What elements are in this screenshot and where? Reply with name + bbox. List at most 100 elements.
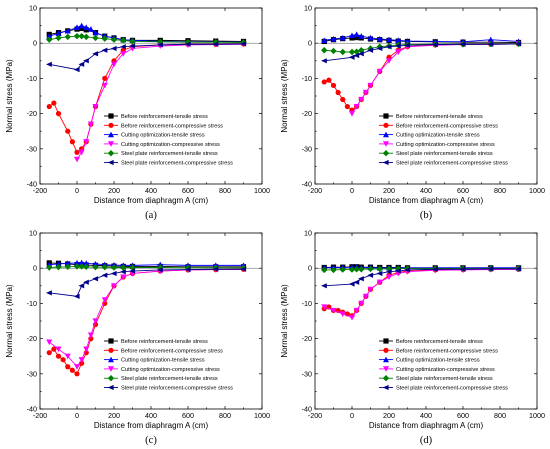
- data-point: [330, 35, 337, 42]
- data-point: [395, 43, 401, 49]
- data-point: [358, 300, 365, 307]
- data-point: [69, 367, 75, 373]
- data-point: [83, 260, 90, 266]
- series-triangle-left: [46, 41, 247, 73]
- data-point: [83, 58, 89, 64]
- data-point: [385, 44, 392, 50]
- data-point: [74, 364, 80, 370]
- data-point: [353, 103, 360, 110]
- legend-entry: Before reinforcement-tensile stress: [121, 114, 208, 120]
- series-triangle-down: [321, 266, 522, 321]
- x-tick-label: 1000: [529, 411, 545, 420]
- data-point: [74, 156, 80, 163]
- data-point: [92, 34, 99, 42]
- series-line: [324, 268, 519, 319]
- legend-marker: [107, 150, 115, 157]
- data-point: [101, 297, 108, 303]
- chart-svg: -200 0 200 400 600 800 1000 10 0 -10 -20 -30 -40 Dist…: [280, 4, 545, 222]
- data-point: [46, 339, 53, 346]
- data-point: [212, 38, 219, 46]
- x-tick-label: 0: [350, 186, 354, 195]
- y-tick-label: -30: [302, 144, 312, 153]
- x-tick-label: 0: [75, 186, 79, 195]
- data-point: [321, 266, 328, 274]
- data-point: [74, 24, 80, 30]
- legend-marker: [107, 375, 115, 382]
- panel-label: (d): [420, 435, 433, 446]
- legend-marker: [383, 113, 389, 119]
- data-point: [55, 353, 62, 359]
- legend-entry: Steel plate reinforcement-compressive st…: [396, 161, 508, 167]
- data-point: [46, 36, 53, 43]
- legend: Before reinforcement-tensile stress Befor…: [379, 338, 508, 392]
- data-point: [78, 32, 85, 40]
- data-point: [349, 32, 355, 39]
- data-point: [101, 47, 108, 53]
- data-point: [335, 89, 341, 96]
- x-tick-label: 800: [494, 411, 506, 420]
- x-tick-label: 400: [420, 411, 432, 420]
- data-point: [240, 41, 247, 47]
- data-point: [376, 279, 383, 286]
- y-tick-label: 10: [29, 4, 37, 13]
- data-point: [459, 266, 466, 272]
- data-point: [101, 35, 108, 42]
- data-point: [385, 265, 393, 273]
- data-point: [74, 149, 80, 155]
- chart-panel-c: -200 0 200 400 600 800 1000 10 0 -10 -20 -30 -40 Dist…: [0, 225, 275, 449]
- data-point: [376, 45, 383, 52]
- data-point: [110, 36, 118, 43]
- data-point: [395, 37, 402, 43]
- x-tick-label: 200: [108, 186, 120, 195]
- data-point: [404, 38, 411, 44]
- data-point: [73, 263, 81, 270]
- legend-entry: Steel plate reinforcement-compressive st…: [121, 161, 233, 167]
- x-tick-label: 800: [219, 411, 231, 420]
- data-point: [353, 266, 360, 273]
- data-point: [330, 307, 337, 314]
- data-point: [46, 350, 52, 356]
- data-point: [367, 34, 374, 41]
- data-point: [321, 47, 328, 54]
- data-point: [367, 286, 374, 293]
- y-tick-label: 0: [33, 39, 37, 48]
- legend-marker: [383, 122, 389, 128]
- series-triangle-left: [321, 41, 522, 64]
- y-axis-title: Normal stress (MPa): [5, 59, 14, 133]
- y-tick-label: 10: [29, 229, 37, 238]
- data-point: [129, 43, 136, 49]
- x-axis-title: Distance from diaphragm A (cm): [94, 421, 209, 430]
- data-point: [55, 30, 62, 36]
- series-diamond: [46, 263, 247, 272]
- data-point: [321, 37, 328, 43]
- data-point: [353, 52, 360, 59]
- data-point: [321, 304, 328, 310]
- x-tick-label: 400: [145, 186, 157, 195]
- data-point: [348, 281, 355, 287]
- legend-entry: Before reinforcement-compressive stress: [121, 348, 223, 354]
- legend-entry: Cutting optimization-tensile stress: [396, 358, 480, 364]
- data-point: [120, 269, 126, 275]
- data-point: [92, 263, 99, 271]
- x-tick-label: -200: [33, 411, 47, 420]
- legend-marker: [107, 384, 114, 391]
- data-point: [348, 54, 355, 60]
- data-point: [339, 266, 346, 273]
- data-point: [64, 353, 71, 360]
- data-point: [110, 264, 118, 271]
- series-line: [49, 268, 244, 297]
- data-point: [353, 307, 360, 314]
- y-axis-title: Normal stress (MPa): [280, 59, 289, 133]
- legend-marker: [382, 159, 389, 166]
- x-tick-label: 1000: [529, 186, 545, 195]
- series-diamond: [321, 265, 522, 274]
- x-tick-label: 600: [182, 186, 194, 195]
- legend-marker: [383, 141, 389, 147]
- y-tick-label: -40: [302, 180, 312, 189]
- data-point: [376, 68, 383, 75]
- data-point: [212, 41, 219, 47]
- data-point: [184, 267, 191, 273]
- data-point: [349, 314, 355, 321]
- data-point: [326, 77, 332, 83]
